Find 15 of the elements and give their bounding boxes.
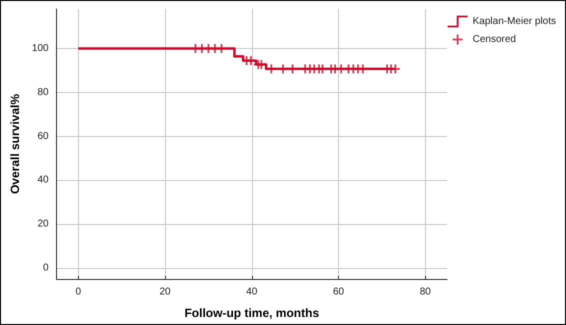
- y-tick-label: 80: [37, 86, 50, 98]
- x-tick-label: 40: [246, 286, 258, 298]
- x-axis-title: Follow-up time, months: [184, 306, 320, 320]
- y-axis-title: Overall survival%: [8, 94, 22, 194]
- y-tick-label: 20: [37, 218, 50, 230]
- y-tick-label: 60: [37, 130, 50, 142]
- y-tick-label: 0: [43, 262, 50, 274]
- y-tick-label: 100: [32, 43, 50, 54]
- legend-label: Censored: [472, 34, 516, 45]
- legend-label: Kaplan-Meier plots: [472, 16, 556, 27]
- x-tick-label: 20: [159, 286, 172, 298]
- x-tick-label: 60: [332, 286, 345, 298]
- x-tick-label: 0: [75, 286, 82, 298]
- x-tick-label: 80: [420, 286, 432, 298]
- y-tick-label: 40: [37, 174, 50, 186]
